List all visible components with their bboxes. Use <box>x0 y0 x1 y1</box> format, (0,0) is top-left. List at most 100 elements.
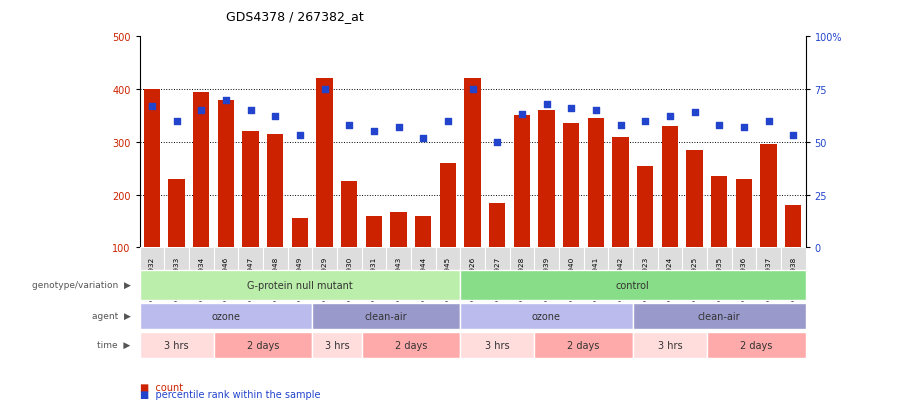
FancyBboxPatch shape <box>633 248 658 301</box>
FancyBboxPatch shape <box>460 303 633 329</box>
Text: ■  count: ■ count <box>140 382 183 392</box>
FancyBboxPatch shape <box>706 248 732 301</box>
FancyBboxPatch shape <box>410 248 436 301</box>
Bar <box>391 212 407 248</box>
Text: GSM852947: GSM852947 <box>248 256 254 300</box>
Bar <box>267 135 284 248</box>
Text: 3 hrs: 3 hrs <box>485 340 509 350</box>
Bar <box>736 179 752 248</box>
FancyBboxPatch shape <box>460 270 806 300</box>
Bar <box>588 119 604 248</box>
Bar <box>144 90 160 248</box>
Text: 2 days: 2 days <box>740 340 772 350</box>
Bar <box>760 145 777 248</box>
Text: 2 days: 2 days <box>567 340 599 350</box>
Point <box>490 139 504 146</box>
Point <box>712 122 726 129</box>
Point <box>613 122 627 129</box>
Text: GSM852945: GSM852945 <box>445 256 451 300</box>
Bar <box>415 216 431 248</box>
Bar <box>292 219 308 248</box>
FancyBboxPatch shape <box>287 248 312 301</box>
Bar <box>317 79 332 248</box>
FancyBboxPatch shape <box>535 248 559 301</box>
Text: GSM852928: GSM852928 <box>518 256 525 300</box>
Text: GSM852940: GSM852940 <box>568 256 574 300</box>
Text: time  ▶: time ▶ <box>97 340 130 349</box>
Text: 3 hrs: 3 hrs <box>325 340 349 350</box>
FancyBboxPatch shape <box>312 303 460 329</box>
FancyBboxPatch shape <box>460 248 485 301</box>
FancyBboxPatch shape <box>706 332 806 358</box>
Point <box>761 118 776 125</box>
Text: GSM852937: GSM852937 <box>766 256 771 300</box>
FancyBboxPatch shape <box>213 332 312 358</box>
Text: GSM852923: GSM852923 <box>643 256 648 300</box>
Text: clean-air: clean-air <box>698 311 741 321</box>
Text: ozone: ozone <box>212 311 240 321</box>
Text: GSM852941: GSM852941 <box>593 256 598 300</box>
Text: ■  percentile rank within the sample: ■ percentile rank within the sample <box>140 389 320 399</box>
FancyBboxPatch shape <box>386 248 410 301</box>
Point <box>736 124 751 131</box>
FancyBboxPatch shape <box>633 303 806 329</box>
Text: GSM852925: GSM852925 <box>691 256 698 300</box>
FancyBboxPatch shape <box>509 248 535 301</box>
Point <box>465 86 480 93</box>
Bar <box>538 111 554 248</box>
Point <box>145 103 159 110</box>
Text: 3 hrs: 3 hrs <box>658 340 682 350</box>
Bar <box>365 216 382 248</box>
Bar <box>687 150 703 248</box>
Text: GSM852942: GSM852942 <box>617 256 624 300</box>
Text: GSM852926: GSM852926 <box>470 256 475 300</box>
Bar <box>662 127 678 248</box>
Bar <box>168 179 184 248</box>
Bar <box>440 164 456 248</box>
FancyBboxPatch shape <box>263 248 287 301</box>
Text: GSM852927: GSM852927 <box>494 256 500 300</box>
FancyBboxPatch shape <box>756 248 781 301</box>
FancyBboxPatch shape <box>238 248 263 301</box>
Bar <box>563 124 580 248</box>
Text: GSM852949: GSM852949 <box>297 256 302 300</box>
Point <box>366 129 381 135</box>
FancyBboxPatch shape <box>781 248 806 301</box>
Point <box>638 118 652 125</box>
Text: GSM852932: GSM852932 <box>148 256 155 300</box>
Bar <box>242 132 258 248</box>
Text: GSM852939: GSM852939 <box>544 256 550 300</box>
Bar <box>218 100 234 248</box>
Point <box>392 124 406 131</box>
FancyBboxPatch shape <box>436 248 460 301</box>
Text: GSM852943: GSM852943 <box>395 256 401 300</box>
FancyBboxPatch shape <box>140 303 312 329</box>
Point <box>318 86 332 93</box>
Text: GSM852935: GSM852935 <box>716 256 722 300</box>
Bar <box>194 93 209 248</box>
Bar <box>613 137 628 248</box>
Text: agent  ▶: agent ▶ <box>92 311 130 320</box>
Point <box>688 110 702 116</box>
FancyBboxPatch shape <box>608 248 633 301</box>
FancyBboxPatch shape <box>485 248 509 301</box>
Text: GDS4378 / 267382_at: GDS4378 / 267382_at <box>226 10 364 23</box>
Text: GSM852938: GSM852938 <box>790 256 796 300</box>
Bar <box>785 206 801 248</box>
FancyBboxPatch shape <box>583 248 608 301</box>
FancyBboxPatch shape <box>362 332 460 358</box>
FancyBboxPatch shape <box>535 332 633 358</box>
Bar <box>637 166 653 248</box>
FancyBboxPatch shape <box>140 270 460 300</box>
Text: 3 hrs: 3 hrs <box>164 340 189 350</box>
Text: GSM852924: GSM852924 <box>667 256 673 300</box>
FancyBboxPatch shape <box>140 248 164 301</box>
Point <box>268 114 283 121</box>
Bar <box>464 79 481 248</box>
Text: GSM852946: GSM852946 <box>223 256 229 300</box>
Point <box>564 105 579 112</box>
Text: GSM852936: GSM852936 <box>741 256 747 300</box>
Bar <box>341 182 357 248</box>
Bar <box>514 116 530 248</box>
Point <box>589 107 603 114</box>
